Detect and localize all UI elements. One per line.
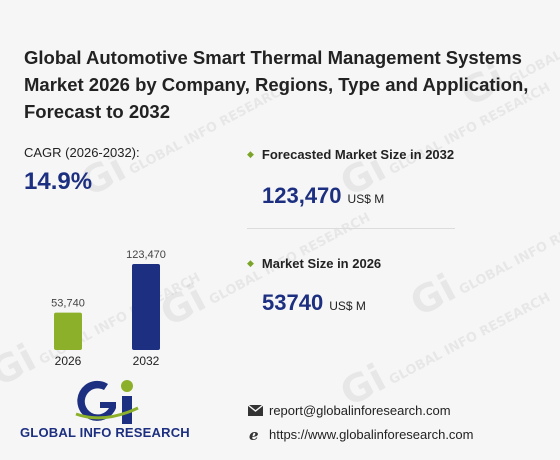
bar-value-label: 123,470 [126,249,166,261]
current-size-unit: US$ M [329,299,366,313]
forecast-size-number: 123,470 [262,183,342,208]
bar-2032 [132,264,160,350]
watermark: GiGLOBAL INFO RESEARCH [333,290,553,416]
contact-email-text[interactable]: report@globalinforesearch.com [269,403,451,418]
gi-logo-icon [75,380,139,424]
bar-value-label: 53,740 [51,298,85,310]
category-label: 2032 [133,354,160,368]
watermark: GiGLOBAL INFO RESEARCH [403,200,560,326]
cagr-value: 14.9% [24,168,93,195]
contact-email[interactable]: report@globalinforesearch.com [248,403,451,418]
svg-text:e: e [249,427,259,442]
divider [247,228,455,229]
current-size-label: ◆ Market Size in 2026 [247,256,381,271]
forecast-size-value: 123,470 US$ M [262,183,384,209]
current-size-value: 53740 US$ M [262,290,366,316]
forecast-size-label-text: Forecasted Market Size in 2032 [261,147,455,162]
market-size-bar-chart: 53,740 2026 123,470 2032 [51,249,166,368]
envelope-icon [248,405,263,416]
contact-website[interactable]: e https://www.globalinforesearch.com [248,427,473,442]
browser-e-icon: e [249,427,259,442]
cagr-label: CAGR (2026-2032): [24,145,140,160]
forecast-size-label: ◆ Forecasted Market Size in 2032 [247,147,454,162]
current-size-number: 53740 [262,290,324,315]
contact-website-text[interactable]: https://www.globalinforesearch.com [269,427,474,442]
current-size-label-text: Market Size in 2026 [261,256,382,271]
bullet-icon: ◆ [247,258,254,268]
category-label: 2026 [55,354,82,368]
page-title: Global Automotive Smart Thermal Manageme… [24,47,529,122]
forecast-size-unit: US$ M [347,192,385,206]
bullet-icon: ◆ [247,149,254,159]
bar-2026 [54,312,82,350]
logo-text: GLOBAL INFO RESEARCH [20,425,190,440]
